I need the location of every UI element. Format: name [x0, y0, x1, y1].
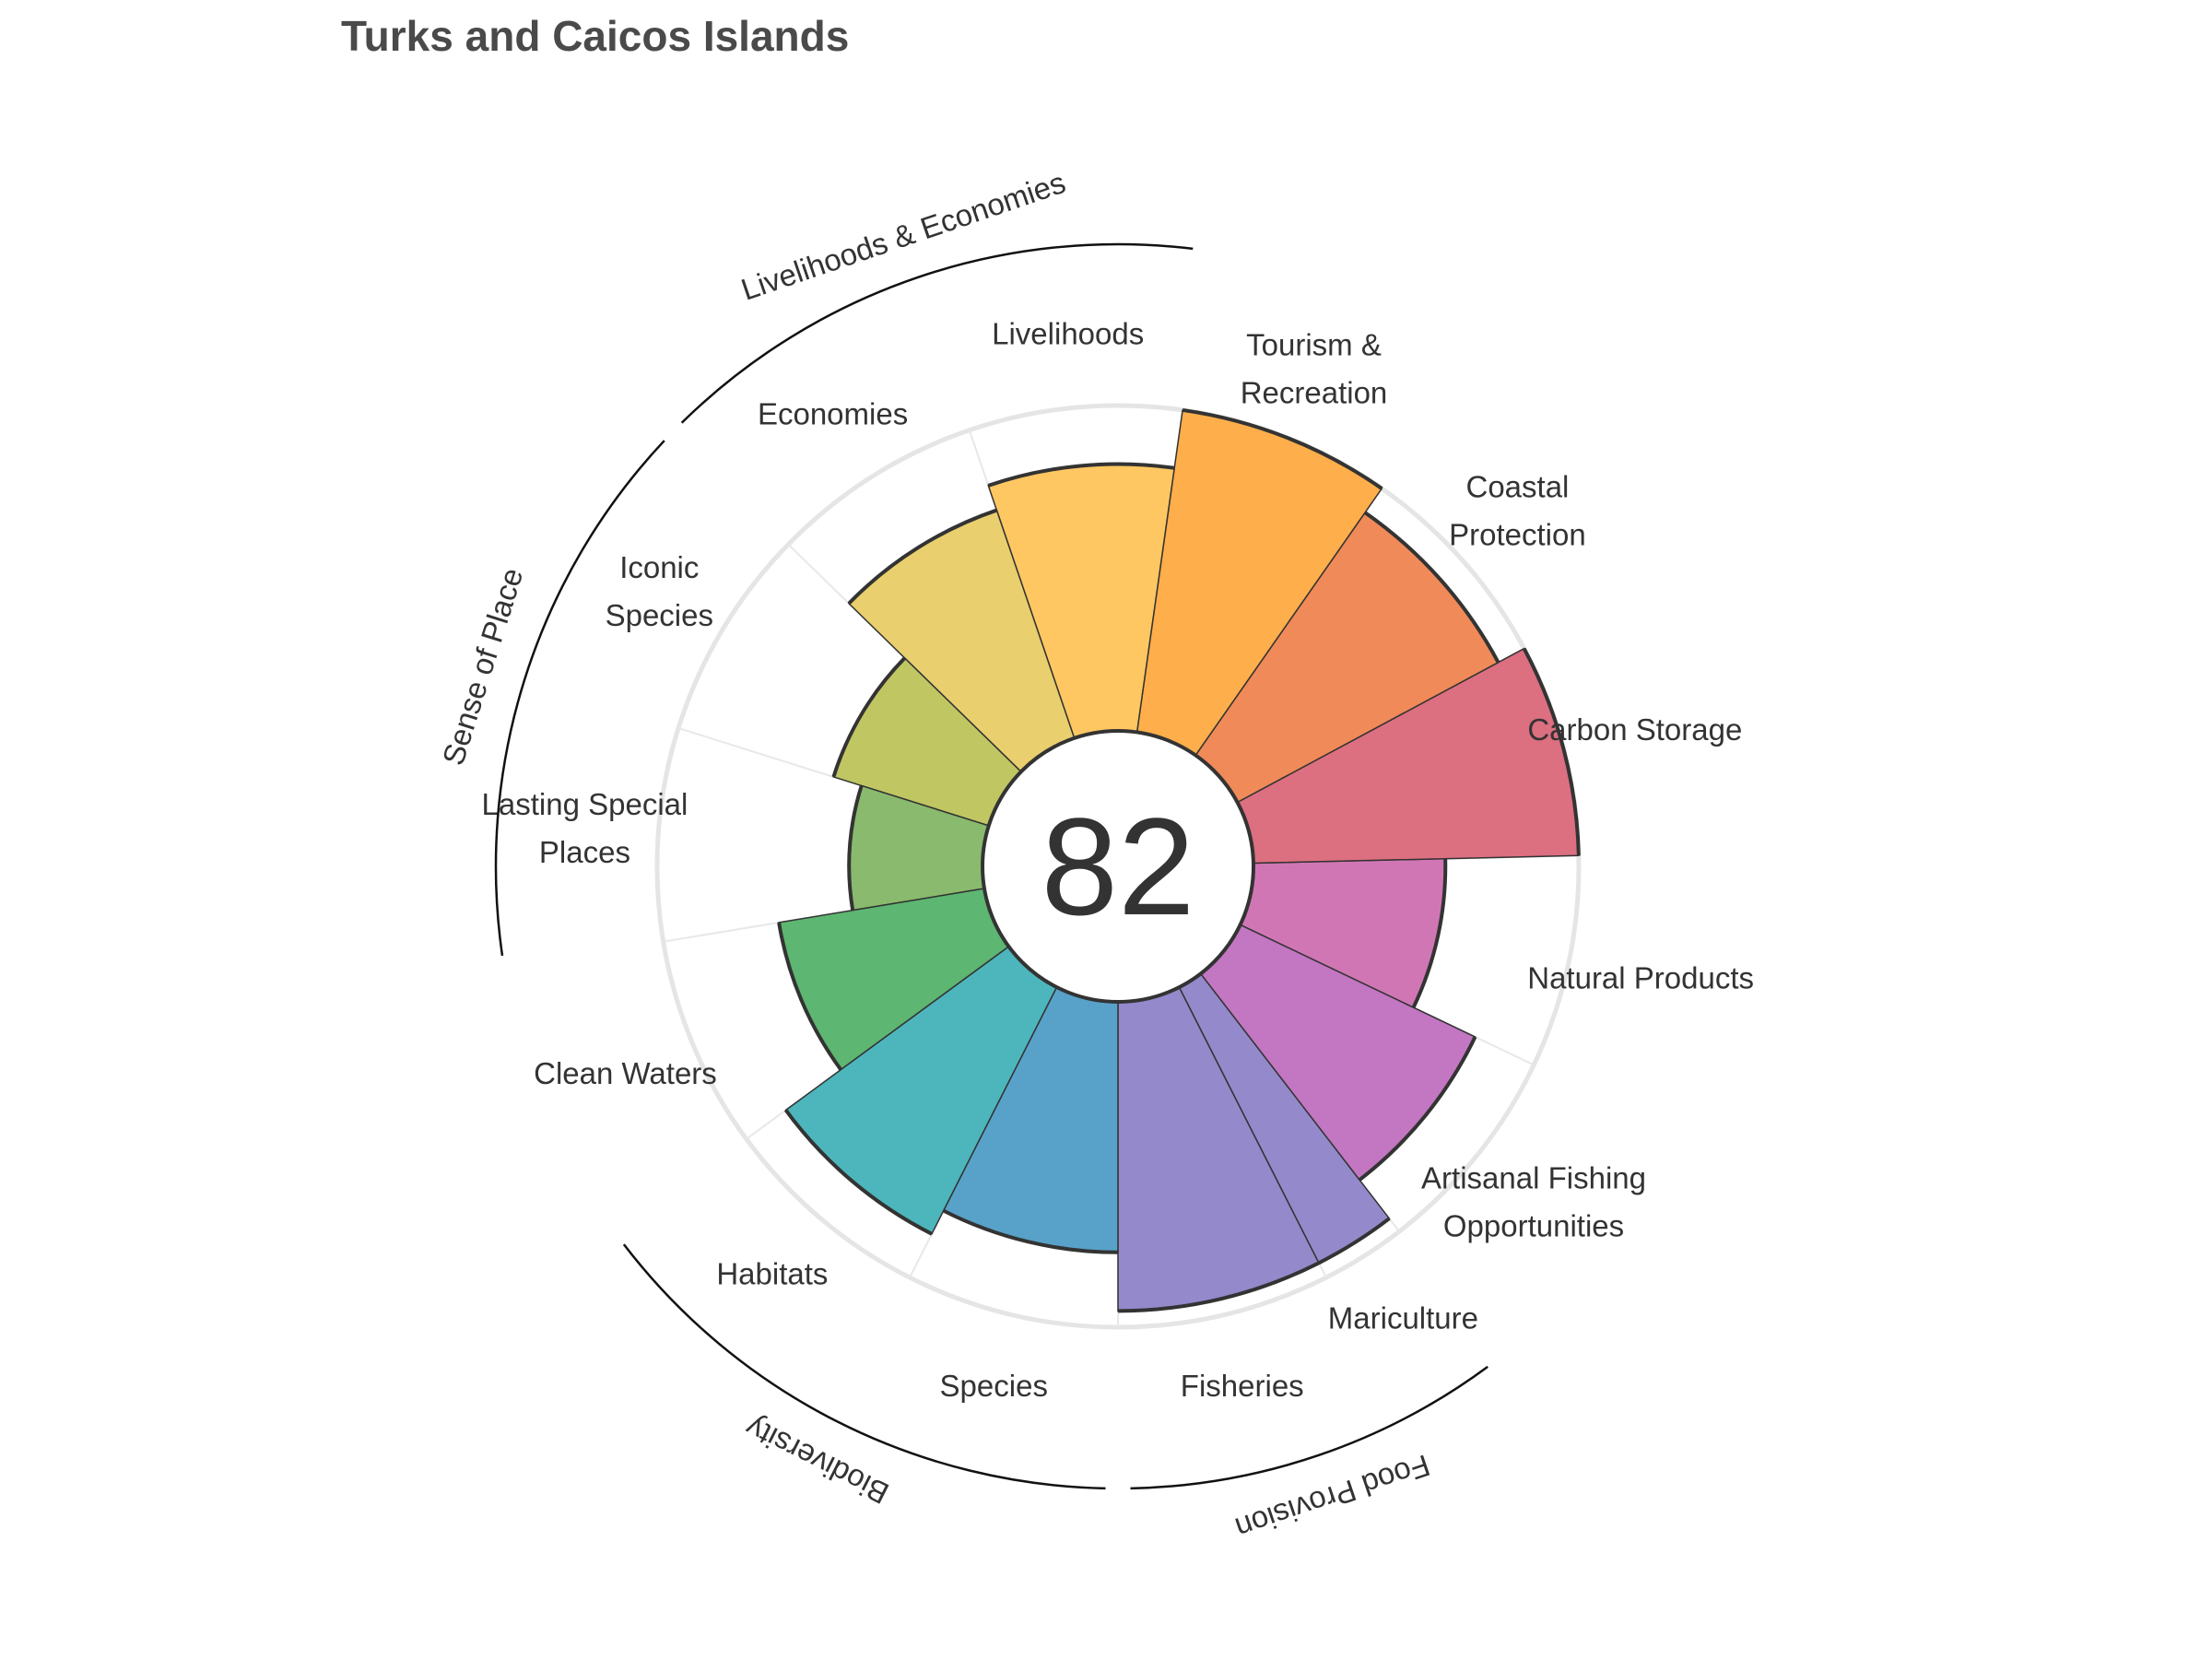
petal-outline [1363, 511, 1500, 664]
group-label: Sense of Place [436, 564, 530, 770]
petal-label: Tourism & Recreation [1241, 327, 1388, 409]
petal-outline [831, 656, 907, 778]
petal-label: Iconic Species [606, 550, 713, 632]
petal-label: Economies [758, 396, 908, 430]
petal-label: Artisanal Fishing Opportunities [1421, 1161, 1646, 1243]
petal-label: Livelihoods [992, 317, 1144, 351]
petal-outline [1182, 407, 1383, 490]
petal-label: Carbon Storage [1527, 712, 1742, 747]
center-score: 82 [1041, 789, 1195, 944]
petal-label: Mariculture [1328, 1301, 1478, 1335]
petal-label: Natural Products [1527, 960, 1754, 994]
petal-outline [1522, 647, 1581, 856]
chart-title: Turks and Caicos Islands [341, 12, 850, 60]
petal-outline [783, 1109, 933, 1236]
group-arc [680, 242, 1194, 424]
petal-outline [942, 1208, 1119, 1254]
petal-outline [987, 462, 1175, 488]
petal-layer [778, 409, 1580, 1312]
petal-outline [1411, 858, 1448, 1008]
petal-label-layer: Fisheries Mariculture Artisanal Fishing Opp… [482, 317, 1755, 1404]
petal-label: Habitats [716, 1256, 828, 1290]
petal-outline [1117, 1261, 1320, 1313]
petal-outline [1358, 1036, 1477, 1182]
petal-outline [1318, 1217, 1391, 1265]
outline-layer [777, 407, 1581, 1313]
petal-label: Coastal Protection [1449, 470, 1586, 552]
group-label: Livelihoods & Economies [737, 165, 1070, 307]
petal-label: Species [940, 1369, 1048, 1403]
group-arc [1130, 1365, 1488, 1490]
center-circle [981, 729, 1255, 1004]
group-arc [622, 1243, 1106, 1490]
petal-outline [847, 508, 998, 606]
petal-label: Lasting Special Places [482, 787, 688, 869]
petal-outline [847, 784, 864, 911]
petal-outline [777, 922, 842, 1071]
petal-label: Fisheries [1181, 1369, 1304, 1403]
group-label: Food Provision [1231, 1448, 1434, 1546]
group-arc [494, 440, 665, 957]
petal-label: Clean Waters [534, 1056, 717, 1090]
group-label: Biodiversity [739, 1410, 894, 1511]
